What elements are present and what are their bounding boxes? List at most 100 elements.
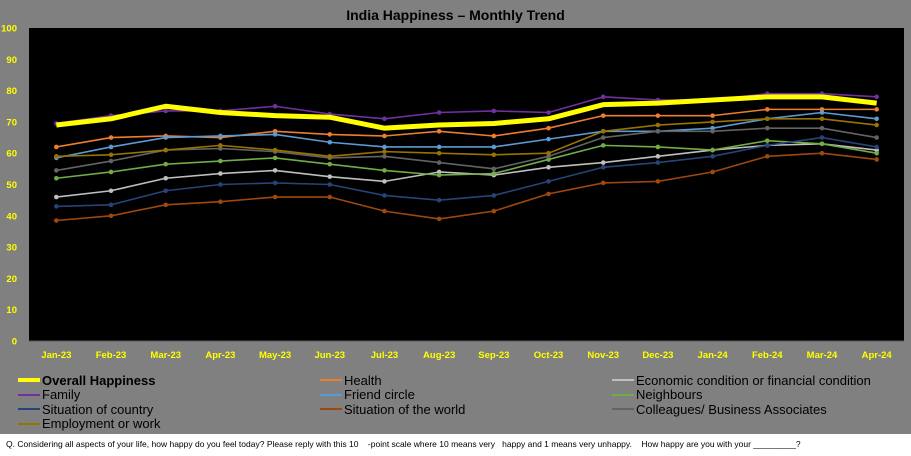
series-situation-of-country-point [108,202,114,208]
series-employment-or-work-point [491,152,497,158]
series-friend-circle-point [108,144,114,150]
series-economic-condition-or-financial-condition-point [163,175,169,181]
series-colleagues-business-associates-point [710,128,715,134]
legend-swatch-icon [612,379,634,382]
series-situation-of-the-world-point [272,194,278,200]
y-tick-label: 70 [6,117,17,128]
series-colleagues-business-associates-point [54,168,59,173]
line-chart: 0 10 20 30 40 50 60 70 80 90 100 Jan-23 Feb-23 Mar-23… [1,24,904,361]
series-employment-or-work-point [327,154,333,159]
series-situation-of-country-point [600,164,606,170]
series-situation-of-the-world-line [56,152,877,222]
series-health-point [655,113,661,118]
legend-label: Situation of country [42,401,154,417]
series-health-point [108,135,114,140]
series-health-point [327,132,333,137]
legend-label: Health [344,372,382,388]
series-health-point [382,133,387,139]
series-colleagues-business-associates-point [655,128,661,134]
x-tick-label: Mar-23 [150,350,181,361]
series-friend-circle-point [819,110,825,115]
series-friend-circle-point [218,133,223,139]
series-situation-of-the-world-point [382,208,387,214]
x-tick-label: Jun-23 [314,350,345,361]
series-economic-condition-or-financial-condition-point [54,194,59,200]
series-neighbours-line [56,139,877,180]
series-employment-or-work-point [655,122,661,128]
legend-swatch-icon [320,408,342,411]
legend-label: Employment or work [42,416,161,432]
y-tick-label: 20 [6,274,17,285]
series-situation-of-country-point [491,193,497,198]
series-neighbours-point [491,171,497,176]
legend-item: Economic condition or financial conditio… [612,373,911,388]
y-tick-label: 100 [1,24,17,35]
series-employment-or-work-point [54,154,59,159]
series-family-point [546,110,551,115]
x-tick-label: Mar-24 [807,350,838,361]
legend-label: Situation of the world [344,401,466,417]
x-tick-label: Apr-23 [205,350,235,361]
legend-item: Friend circle [320,387,612,402]
survey-question-footnote: Q. Considering all aspects of your life,… [0,434,911,456]
series-employment-or-work-point [382,149,387,154]
y-tick-label: 60 [6,149,17,160]
legend-item: Overall Happiness [18,373,320,388]
series-neighbours-point [600,143,606,148]
x-tick-label: Feb-23 [96,350,127,361]
legend-item: Situation of country [18,402,320,417]
series-employment-or-work-point [546,150,551,156]
series-situation-of-the-world-point [491,208,497,214]
legend-item: Employment or work [18,416,320,432]
series-employment-or-work-point [874,122,879,128]
legend-swatch-icon [612,408,634,411]
series-situation-of-country-point [874,144,879,150]
series-situation-of-the-world-point [546,191,551,197]
series-neighbours-point [436,172,442,178]
series-colleagues-business-associates-point [874,135,879,140]
series-colleagues-business-associates-point [600,135,606,140]
y-tick-label: 0 [12,337,17,348]
series-neighbours-point [655,144,661,150]
series-friend-circle-point [436,144,442,150]
series-situation-of-the-world-point [600,180,606,186]
x-tick-label: Dec-23 [642,350,673,361]
series-situation-of-the-world-point [54,218,59,223]
x-tick-label: Oct-23 [534,350,564,361]
x-tick-label: May-23 [259,350,291,361]
series-neighbours-point [163,161,169,167]
legend-swatch-icon [18,408,40,411]
series-situation-of-the-world-point [819,150,825,156]
series-friend-circle-line [56,111,877,159]
series-colleagues-business-associates-point [491,166,497,172]
series-situation-of-country-point [710,154,715,159]
series-family-point [491,108,497,114]
series-family-point [600,94,606,100]
series-health-point [436,128,442,134]
series-neighbours-point [764,138,770,143]
series-neighbours-point [819,141,825,147]
series-situation-of-country-point [327,182,333,187]
series-health-point [546,125,551,131]
legend-swatch-icon [320,379,342,382]
series-family-point [382,116,387,122]
series-neighbours-point [382,168,387,173]
series-colleagues-business-associates-point [764,125,770,131]
series-employment-or-work-point [218,143,223,148]
series-economic-condition-or-financial-condition-point [382,179,387,184]
series-economic-condition-or-financial-condition-point [327,174,333,179]
series-situation-of-the-world-point [764,154,770,159]
legend-label: Colleagues/ Business Associates [636,401,827,417]
legend-label: Economic condition or financial conditio… [636,372,871,388]
series-economic-condition-or-financial-condition-point [546,164,551,170]
series-economic-condition-or-financial-condition-point [600,160,606,165]
legend-item: Colleagues/ Business Associates [612,402,911,417]
series-family-point [272,103,278,109]
y-tick-label: 90 [6,55,17,66]
x-tick-label: Feb-24 [752,350,783,361]
series-situation-of-country-point [382,193,387,198]
y-tick-label: 80 [6,86,17,97]
series-family-point [163,108,169,114]
series-colleagues-business-associates-point [108,158,114,164]
series-colleagues-business-associates-line [56,127,877,172]
